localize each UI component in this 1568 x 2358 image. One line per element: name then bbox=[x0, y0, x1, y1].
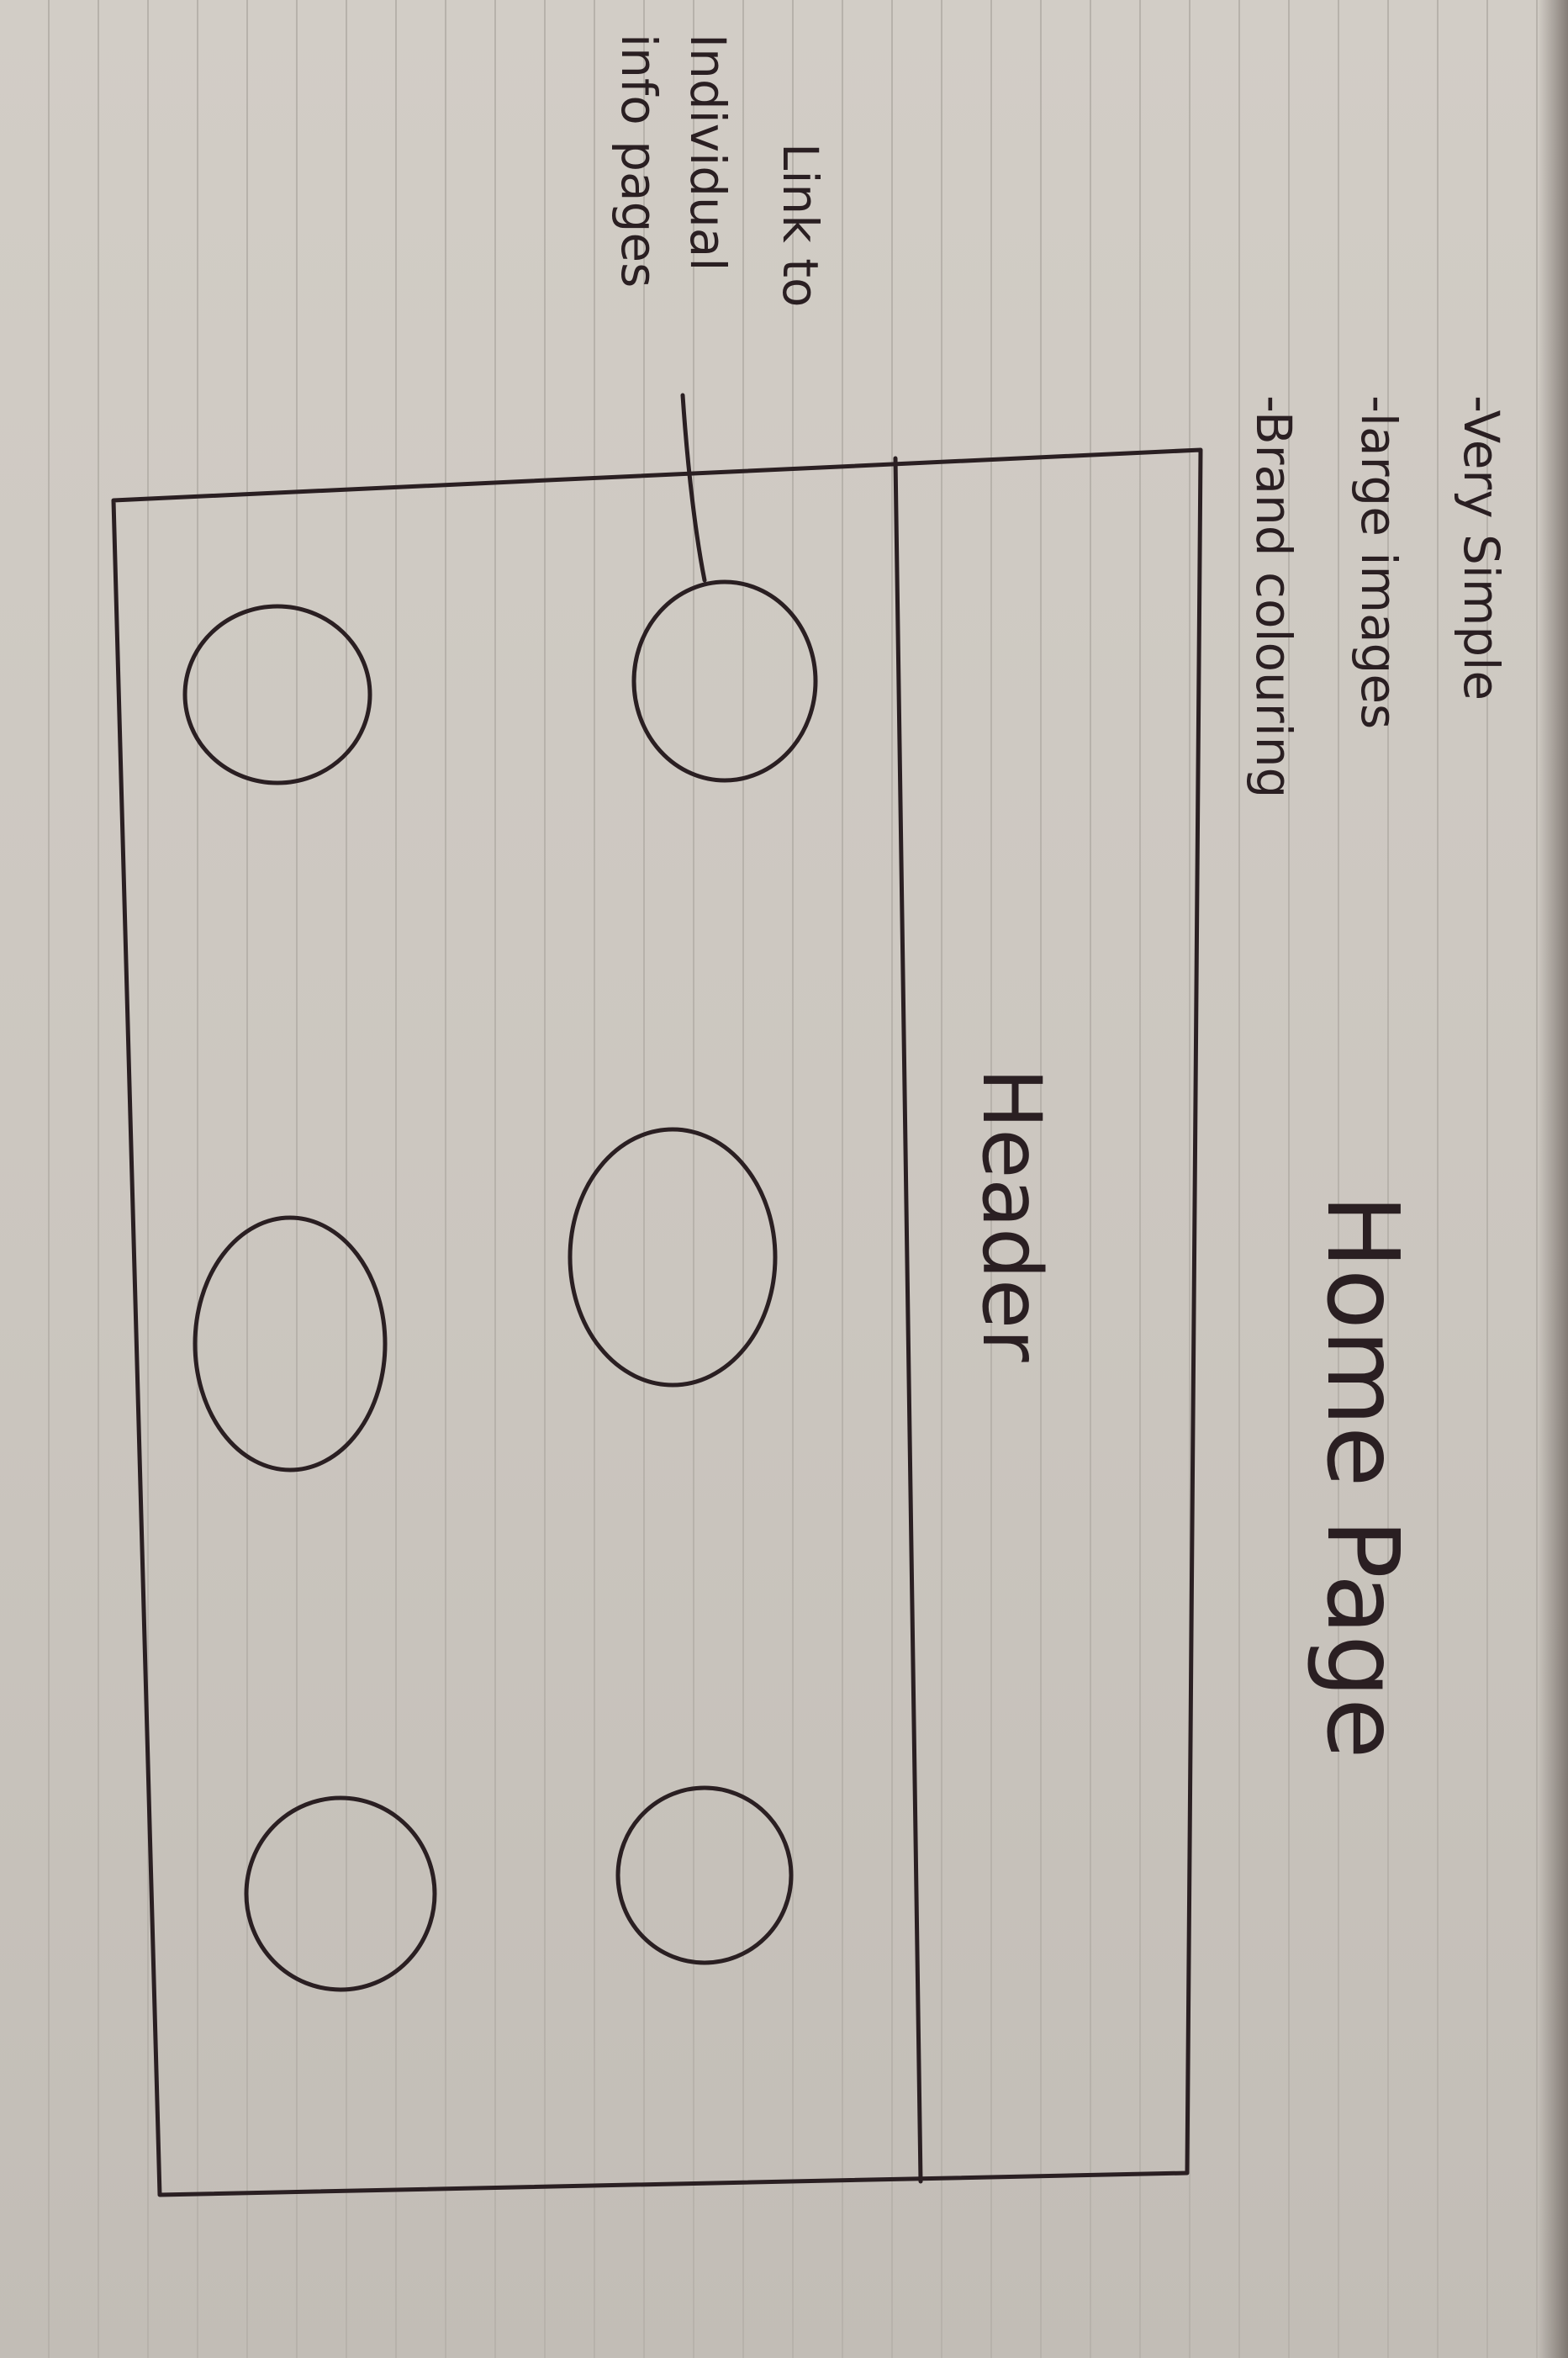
header-divider bbox=[893, 456, 923, 2184]
link-annotation: Link to Individual info pages bbox=[610, 34, 829, 307]
header-label: Header bbox=[964, 1068, 1059, 1362]
design-notes: -Very Simple -large images -Brand colour… bbox=[1245, 395, 1510, 798]
image-link-circle[interactable] bbox=[193, 1215, 388, 1472]
image-link-circle[interactable] bbox=[631, 579, 818, 783]
image-link-circle[interactable] bbox=[244, 1795, 437, 1992]
image-link-circle[interactable] bbox=[182, 604, 372, 785]
image-link-circle[interactable] bbox=[568, 1127, 778, 1388]
image-link-grid bbox=[182, 579, 818, 1992]
annotation-pointer bbox=[680, 393, 707, 583]
note-very-simple: -Very Simple bbox=[1453, 395, 1510, 701]
annotation-line-3: info pages bbox=[610, 34, 668, 288]
annotation-line-2: Individual bbox=[679, 34, 736, 271]
note-brand-colouring: -Brand colouring bbox=[1245, 395, 1302, 798]
image-link-circle[interactable] bbox=[615, 1785, 794, 1965]
page-title: Home Page bbox=[1305, 1194, 1421, 1759]
annotation-line-1: Link to bbox=[772, 143, 829, 307]
note-large-images: -large images bbox=[1350, 395, 1407, 729]
page-frame bbox=[111, 447, 1203, 2197]
